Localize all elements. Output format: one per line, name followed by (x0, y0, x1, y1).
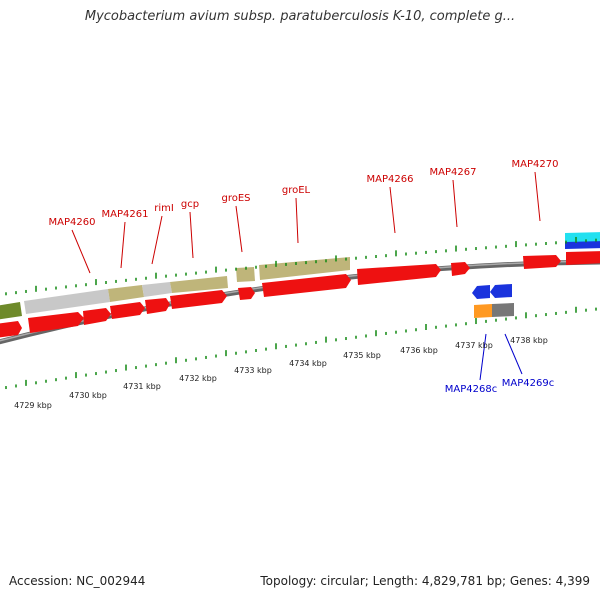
cds-arrow (145, 298, 170, 314)
track-segment-khaki (170, 276, 228, 293)
cds-arrow (83, 308, 111, 325)
kbp-scale-labels: 4729 kbp 4730 kbp 4731 kbp 4732 kbp 4733 kbp… (14, 336, 548, 410)
cds-arrow (523, 255, 561, 269)
cds-arrow-reverse (472, 285, 490, 299)
track-segment-grey (24, 289, 110, 314)
reverse-gene-labels: MAP4268c MAP4269c (445, 378, 554, 395)
cds-arrow (170, 290, 227, 309)
gene-label-map4266[interactable]: MAP4266 (367, 174, 414, 185)
kbp-label: 4734 kbp (289, 359, 327, 368)
kbp-label: 4732 kbp (179, 374, 217, 383)
kbp-label: 4736 kbp (400, 346, 438, 355)
leader-line (120, 221, 126, 269)
gene-label-gcp[interactable]: gcp (181, 199, 199, 210)
gene-label-map4261[interactable]: MAP4261 (102, 209, 149, 220)
track-segment-blue (565, 241, 600, 249)
leader-line (189, 211, 194, 259)
kbp-label: 4733 kbp (234, 366, 272, 375)
leader-line (504, 333, 523, 375)
cds-arrow (566, 251, 600, 265)
kbp-label: 4737 kbp (455, 341, 493, 350)
gene-label-map4270[interactable]: MAP4270 (512, 159, 559, 170)
cds-arrow (0, 321, 22, 338)
leader-line (479, 333, 487, 381)
kbp-label: 4730 kbp (69, 391, 107, 400)
leader-line (389, 186, 396, 234)
genome-stats-label: Topology: circular; Length: 4,829,781 bp… (260, 574, 590, 588)
track-segment-grey (142, 282, 172, 297)
gene-label-map4260[interactable]: MAP4260 (49, 217, 96, 228)
leader-line (534, 171, 541, 222)
cds-arrow (357, 264, 441, 285)
map-title: Mycobacterium avium subsp. paratuberculo… (84, 9, 516, 24)
reverse-cds-track (472, 284, 514, 318)
forward-gene-labels: MAP4260 MAP4261 rimI gcp groES groEL MAP4266 MA… (49, 159, 559, 228)
label-leader-lines (71, 171, 541, 381)
leader-line (452, 179, 458, 228)
leader-line (295, 197, 299, 244)
cds-arrow-reverse (490, 284, 512, 298)
inner-tick-row (5, 306, 597, 390)
leader-line (151, 215, 163, 265)
kbp-label: 4735 kbp (343, 351, 381, 360)
leader-line (235, 205, 243, 253)
track-segment-darkgrey (492, 303, 514, 317)
leader-line (71, 229, 91, 274)
track-segment-khaki (259, 257, 350, 280)
accession-label: Accession: NC_002944 (9, 574, 146, 588)
cds-arrow (110, 302, 145, 319)
forward-cds-track (0, 251, 600, 338)
track-segment-cyan (565, 232, 600, 243)
gene-label-groel[interactable]: groEL (282, 185, 311, 196)
track-segment-khaki (108, 285, 144, 302)
track-segment-khaki (236, 267, 255, 282)
cds-arrow (262, 274, 351, 297)
kbp-label: 4731 kbp (123, 382, 161, 391)
feature-tracks (0, 257, 350, 320)
outer-tick-row (5, 236, 597, 296)
track-segment-orange (474, 304, 492, 318)
gene-label-map4267[interactable]: MAP4267 (430, 167, 477, 178)
cds-arrow (451, 262, 470, 276)
cds-arrow (238, 287, 255, 300)
kbp-label: 4738 kbp (510, 336, 548, 345)
gene-label-map4268c[interactable]: MAP4268c (445, 384, 497, 395)
gene-label-map4269c[interactable]: MAP4269c (502, 378, 554, 389)
cds-arrow (28, 312, 84, 333)
gene-label-groes[interactable]: groES (221, 193, 250, 204)
track-segment-olive (0, 302, 22, 320)
gene-label-rimi[interactable]: rimI (154, 203, 174, 214)
kbp-label: 4729 kbp (14, 401, 52, 410)
